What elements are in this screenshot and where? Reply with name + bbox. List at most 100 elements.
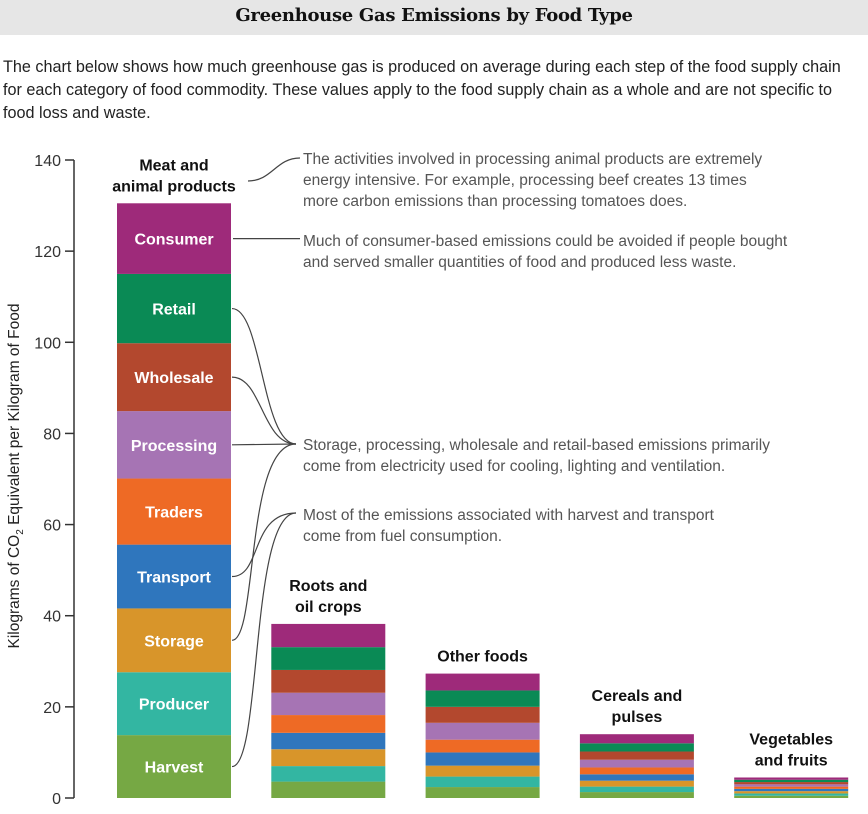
annotation-text: energy intensive. For example, processin… — [303, 172, 747, 189]
annotation: The activities involved in processing an… — [303, 151, 762, 210]
bar-segment-transport — [425, 752, 540, 766]
category-label: pulses — [612, 709, 663, 726]
annotation-text: and served smaller quantities of food an… — [303, 254, 736, 271]
annotation: Storage, processing, wholesale and retai… — [303, 437, 770, 475]
bar-segment-producer — [117, 672, 231, 736]
bar-segment-traders — [117, 478, 231, 545]
annotation-text: more carbon emissions than processing to… — [303, 193, 687, 210]
segment-label: Retail — [152, 302, 196, 319]
bar-segment-traders — [425, 739, 540, 753]
annotation-text: The activities involved in processing an… — [303, 151, 762, 168]
bar-segment-storage — [425, 765, 540, 777]
intro-paragraph: The chart below shows how much greenhous… — [3, 58, 841, 122]
bar-segment-processing — [579, 759, 694, 768]
bar-segment-transport — [271, 732, 386, 750]
bar-segment-processing — [271, 692, 386, 716]
bar-segment-producer — [425, 776, 540, 788]
bar-segment-harvest — [425, 787, 540, 798]
bar-segment-consumer — [579, 734, 694, 744]
segment-label: Storage — [144, 633, 204, 650]
bar-segment-wholesale — [734, 782, 849, 785]
annotation-text: come from electricity used for cooling, … — [303, 458, 725, 475]
bar-segment-retail — [734, 779, 849, 783]
bar-segment-storage — [734, 791, 849, 794]
bar-segment-storage — [271, 749, 386, 767]
y-tick-label: 20 — [43, 700, 61, 717]
bar-segment-producer — [271, 766, 386, 782]
bar-segment-consumer — [271, 623, 386, 648]
annotation-connectors — [231, 157, 301, 768]
bar-segment-retail — [117, 273, 231, 344]
segment-label: Transport — [137, 570, 211, 587]
bar-segment-producer — [734, 793, 849, 796]
bar-segment-transport — [579, 774, 694, 781]
bar-segment-retail — [271, 647, 386, 670]
bar-segment-transport — [734, 788, 849, 792]
bar-segment-consumer — [425, 673, 540, 691]
y-tick-label: 140 — [34, 153, 61, 170]
segment-label: Consumer — [134, 232, 213, 249]
annotation: Most of the emissions associated with ha… — [303, 507, 715, 545]
bar-segment-wholesale — [579, 751, 694, 760]
connector-line — [231, 512, 297, 578]
bar-segment-transport — [117, 544, 231, 609]
bar-segment-consumer — [117, 203, 231, 274]
category-label: Vegetables — [749, 731, 833, 748]
bar-stack — [271, 623, 386, 798]
category-label: and fruits — [755, 752, 828, 769]
bar-segment-processing — [117, 411, 231, 479]
annotations: The activities involved in processing an… — [303, 151, 788, 545]
segment-label: Traders — [145, 505, 203, 522]
category-label: Meat and — [139, 157, 208, 174]
y-tick-label: 100 — [34, 335, 61, 352]
bar-stack — [425, 673, 540, 798]
connector-line — [231, 443, 297, 641]
connector-line — [231, 376, 297, 445]
page-title: Greenhouse Gas Emissions by Food Type — [235, 5, 633, 26]
bar-segment-harvest — [579, 792, 694, 798]
category-label: animal products — [112, 178, 236, 195]
annotation: Much of consumer-based emissions could b… — [303, 233, 788, 271]
bar-segment-processing — [734, 784, 849, 787]
category-label: Roots and — [289, 578, 367, 595]
bar-stack — [579, 734, 694, 798]
bar-segment-harvest — [734, 795, 849, 798]
segment-label: Wholesale — [134, 370, 213, 387]
connector-line — [231, 443, 297, 446]
segment-label: Harvest — [145, 760, 204, 777]
y-tick-label: 60 — [43, 518, 61, 535]
segment-label: Processing — [131, 438, 217, 455]
bar-segment-storage — [117, 608, 231, 673]
category-label: Cereals and — [592, 688, 683, 705]
bars: Harvest Producer Storage Transport Traders Pr… — [117, 203, 849, 798]
annotation-text: Most of the emissions associated with ha… — [303, 507, 715, 524]
bar-segment-processing — [425, 722, 540, 740]
title-bar: Greenhouse Gas Emissions by Food Type — [0, 0, 868, 35]
connector-line — [247, 157, 301, 182]
y-tick-label: 80 — [43, 426, 61, 443]
bar-segment-traders — [734, 786, 849, 789]
y-axis-label: Kilograms of CO2 Equivalent per Kilogram… — [6, 304, 26, 649]
y-axis: 0 20 40 60 80 100 120 140 Kilograms of CO2 Equiv… — [6, 153, 75, 808]
bar-segment-harvest — [117, 735, 231, 798]
bar-stack — [734, 777, 849, 798]
category-label: oil crops — [295, 599, 362, 616]
bar-segment-wholesale — [117, 343, 231, 412]
bar-segment-wholesale — [271, 669, 386, 693]
bar-segment-harvest — [271, 781, 386, 798]
bar-segment-retail — [579, 743, 694, 752]
segment-label: Producer — [139, 697, 209, 714]
bar-stack: Harvest Producer Storage Transport Traders Pr… — [117, 203, 231, 798]
connector-line — [231, 512, 297, 768]
annotation-text: come from fuel consumption. — [303, 528, 502, 545]
y-tick-label: 0 — [52, 791, 61, 808]
y-tick-label: 40 — [43, 609, 61, 626]
bar-segment-producer — [579, 786, 694, 793]
bar-segment-retail — [425, 690, 540, 707]
bar-segment-consumer — [734, 777, 849, 780]
bar-segment-wholesale — [425, 706, 540, 723]
annotation-text: Much of consumer-based emissions could b… — [303, 233, 788, 250]
connector-line — [231, 307, 297, 445]
y-tick-label: 120 — [34, 244, 61, 261]
